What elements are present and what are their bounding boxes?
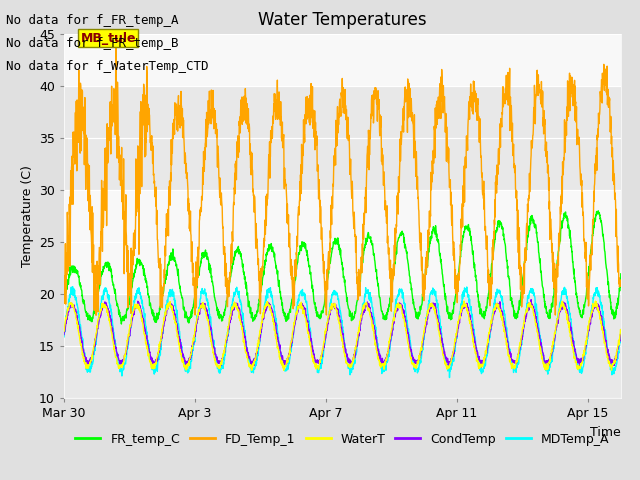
- FR_temp_C: [316, 315, 324, 321]
- WaterT: [617, 329, 625, 335]
- Text: No data for f_WaterTemp_CTD: No data for f_WaterTemp_CTD: [6, 60, 209, 73]
- FR_temp_C: [601, 249, 609, 254]
- MDTemp_A: [445, 375, 453, 381]
- CondTemp: [477, 364, 485, 370]
- WaterT: [88, 356, 96, 362]
- FD_Temp_1: [112, 30, 120, 36]
- CondTemp: [601, 335, 609, 340]
- FR_temp_C: [499, 225, 506, 230]
- FD_Temp_1: [617, 282, 625, 288]
- FR_temp_C: [331, 236, 339, 241]
- WaterT: [60, 328, 68, 334]
- WaterT: [602, 343, 609, 348]
- FR_temp_C: [118, 321, 125, 327]
- FR_temp_C: [60, 300, 68, 305]
- Line: CondTemp: CondTemp: [64, 300, 621, 367]
- Title: Water Temperatures: Water Temperatures: [258, 11, 427, 29]
- CondTemp: [617, 332, 625, 338]
- Text: No data for f_FR_temp_A: No data for f_FR_temp_A: [6, 14, 179, 27]
- WaterT: [601, 340, 609, 346]
- FD_Temp_1: [88, 269, 96, 275]
- Line: FR_temp_C: FR_temp_C: [64, 211, 621, 324]
- CondTemp: [331, 303, 339, 309]
- X-axis label: Time: Time: [590, 426, 621, 439]
- MDTemp_A: [602, 327, 609, 333]
- MDTemp_A: [331, 288, 339, 294]
- FR_temp_C: [88, 314, 96, 320]
- FD_Temp_1: [601, 76, 609, 82]
- Line: WaterT: WaterT: [64, 301, 621, 370]
- CondTemp: [60, 332, 68, 337]
- MDTemp_A: [499, 300, 507, 306]
- CondTemp: [499, 311, 506, 316]
- Bar: [64, 190, 621, 294]
- Y-axis label: Temperature (C): Temperature (C): [20, 165, 33, 267]
- WaterT: [316, 358, 324, 363]
- WaterT: [248, 367, 255, 373]
- FR_temp_C: [595, 208, 602, 214]
- CondTemp: [88, 352, 96, 358]
- Bar: [64, 34, 621, 86]
- MDTemp_A: [68, 284, 76, 289]
- MDTemp_A: [617, 328, 625, 334]
- FD_Temp_1: [317, 204, 324, 209]
- WaterT: [460, 298, 468, 304]
- FR_temp_C: [602, 253, 609, 259]
- FD_Temp_1: [499, 84, 507, 90]
- Text: MB_tule: MB_tule: [81, 32, 136, 45]
- Line: FD_Temp_1: FD_Temp_1: [64, 33, 621, 315]
- FR_temp_C: [617, 271, 625, 276]
- MDTemp_A: [89, 361, 97, 367]
- FD_Temp_1: [602, 66, 609, 72]
- CondTemp: [527, 297, 535, 302]
- MDTemp_A: [601, 329, 609, 335]
- Bar: [64, 294, 621, 398]
- MDTemp_A: [60, 334, 68, 340]
- Text: No data for f_FR_temp_B: No data for f_FR_temp_B: [6, 37, 179, 50]
- Legend: FR_temp_C, FD_Temp_1, WaterT, CondTemp, MDTemp_A: FR_temp_C, FD_Temp_1, WaterT, CondTemp, …: [70, 428, 614, 451]
- CondTemp: [602, 336, 609, 342]
- WaterT: [499, 322, 507, 327]
- WaterT: [331, 301, 339, 307]
- FD_Temp_1: [60, 273, 68, 279]
- Line: MDTemp_A: MDTemp_A: [64, 287, 621, 378]
- Bar: [64, 86, 621, 190]
- MDTemp_A: [316, 363, 324, 369]
- FD_Temp_1: [92, 312, 100, 318]
- CondTemp: [316, 361, 324, 367]
- FD_Temp_1: [332, 145, 339, 151]
